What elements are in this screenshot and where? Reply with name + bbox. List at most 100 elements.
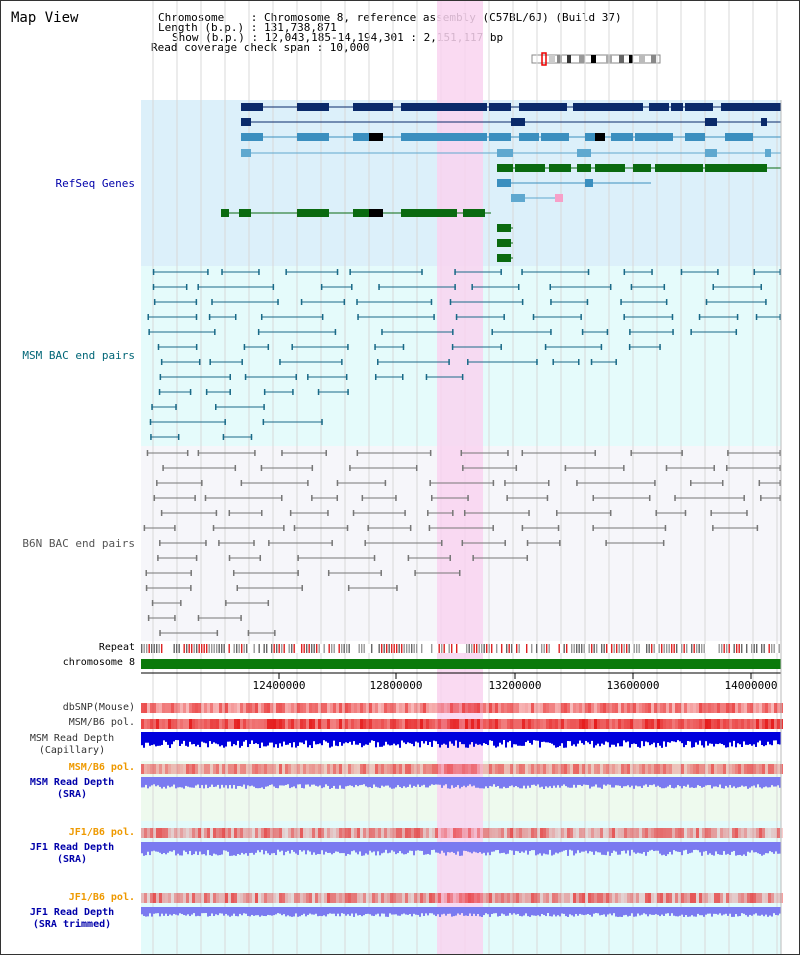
bac-end-marker <box>503 314 505 320</box>
track-label-msm-b6-pol[interactable]: MSM/B6 pol. <box>68 717 135 728</box>
repeat-mark <box>756 644 758 653</box>
depth-bar <box>563 842 565 851</box>
depth-bar <box>323 842 325 855</box>
depth-bar <box>371 842 373 853</box>
depth-bar <box>281 777 283 786</box>
depth-bar <box>331 907 333 914</box>
heatmap-cell <box>306 764 309 774</box>
depth-bar <box>627 842 629 851</box>
heatmap-cell <box>759 764 762 774</box>
heatmap-cell <box>558 828 561 838</box>
heatmap-cell <box>396 703 399 713</box>
heatmap-cell <box>546 719 549 729</box>
bac-end-marker <box>236 585 239 591</box>
heatmap-cell <box>612 764 615 774</box>
bac-end-marker <box>234 465 237 471</box>
bac-end-marker <box>209 359 211 365</box>
depth-bar <box>171 842 173 852</box>
track-label-repeat[interactable]: Repeat <box>98 642 135 653</box>
heatmap-cell <box>207 893 210 903</box>
heatmap-cell <box>543 764 546 774</box>
depth-bar <box>147 777 149 789</box>
track-label-msm-bac[interactable]: MSM BAC end pairs <box>22 349 135 362</box>
depth-bar <box>247 907 249 916</box>
track-label-msm-b6-pol-2[interactable]: MSM/B6 pol. <box>68 762 135 773</box>
depth-bar <box>255 907 257 916</box>
repeat-mark <box>613 644 615 653</box>
depth-bar <box>465 842 467 851</box>
track-label-jf1-pol-2[interactable]: JF1/B6 pol. <box>68 892 135 903</box>
heatmap-cell <box>144 828 147 838</box>
bac-end-marker <box>546 495 549 501</box>
depth-bar <box>727 907 729 916</box>
track-label-b6n-bac[interactable]: B6N BAC end pairs <box>22 537 135 550</box>
heatmap-cell <box>762 719 765 729</box>
depth-bar <box>483 842 485 853</box>
repeat-mark <box>271 644 273 653</box>
heatmap-cell <box>213 719 216 729</box>
heatmap-cell <box>309 703 312 713</box>
depth-bar <box>635 732 637 745</box>
track-label-msm-depth-sra[interactable]: MSM Read Depth <box>29 777 115 788</box>
bac-end-marker <box>234 314 237 320</box>
depth-bar <box>569 777 571 788</box>
heatmap-cell <box>519 828 522 838</box>
heatmap-cell <box>279 703 282 713</box>
depth-bar <box>505 732 507 748</box>
track-label-dbsnp[interactable]: dbSNP(Mouse) <box>62 702 135 713</box>
depth-bar <box>609 777 611 785</box>
depth-bar <box>363 732 365 746</box>
depth-bar <box>337 842 339 852</box>
depth-bar <box>747 842 749 852</box>
depth-bar <box>763 732 765 747</box>
heatmap-cell <box>324 828 327 838</box>
heatmap-cell <box>693 719 696 729</box>
track-label-jf1-depth-trim[interactable]: JF1 Read Depth <box>29 907 115 918</box>
heatmap-cell <box>663 893 666 903</box>
depth-bar <box>717 732 719 745</box>
depth-bar <box>581 842 583 852</box>
heatmap-cell <box>714 764 717 774</box>
bac-end-marker <box>384 480 387 486</box>
depth-bar <box>545 732 547 743</box>
heatmap-cell <box>231 703 234 713</box>
depth-bar <box>349 842 351 855</box>
track-label-jf1-depth[interactable]: JF1 Read Depth <box>29 842 115 853</box>
heatmap-cell <box>399 893 402 903</box>
track-label-refseq[interactable]: RefSeq Genes <box>55 177 135 190</box>
bac-end-marker <box>190 570 192 576</box>
depth-bar <box>415 777 417 787</box>
depth-bar <box>425 907 427 914</box>
track-label-jf1-pol[interactable]: JF1/B6 pol. <box>68 827 135 838</box>
depth-bar <box>313 842 315 853</box>
depth-bar <box>169 907 171 915</box>
heatmap-cell <box>336 828 339 838</box>
heatmap-cell <box>300 828 303 838</box>
bac-end-marker <box>433 314 435 320</box>
depth-bar <box>565 777 567 787</box>
depth-bar <box>629 842 631 856</box>
depth-bar <box>333 732 335 741</box>
depth-bar <box>419 732 421 748</box>
heatmap-cell <box>453 828 456 838</box>
bac-end-marker <box>467 359 469 365</box>
heatmap-cell <box>297 703 300 713</box>
heatmap-cell <box>318 764 321 774</box>
track-label-msm-depth-cap[interactable]: MSM Read Depth <box>29 733 115 744</box>
depth-bar <box>507 777 509 788</box>
bac-end-marker <box>364 540 366 546</box>
depth-bar <box>387 842 389 854</box>
depth-bar <box>631 842 633 850</box>
heatmap-cell <box>423 764 426 774</box>
depth-bar <box>291 907 293 917</box>
depth-bar <box>289 777 291 789</box>
track-label-jf1-depth-sub: (SRA) <box>56 854 88 865</box>
depth-bar <box>573 732 575 745</box>
depth-bar <box>193 907 195 914</box>
track-label-chromosome[interactable]: chromosome 8 <box>62 657 135 668</box>
heatmap-cell <box>480 828 483 838</box>
depth-bar <box>525 842 527 851</box>
heatmap-cell <box>153 703 156 713</box>
depth-bar <box>653 842 655 852</box>
